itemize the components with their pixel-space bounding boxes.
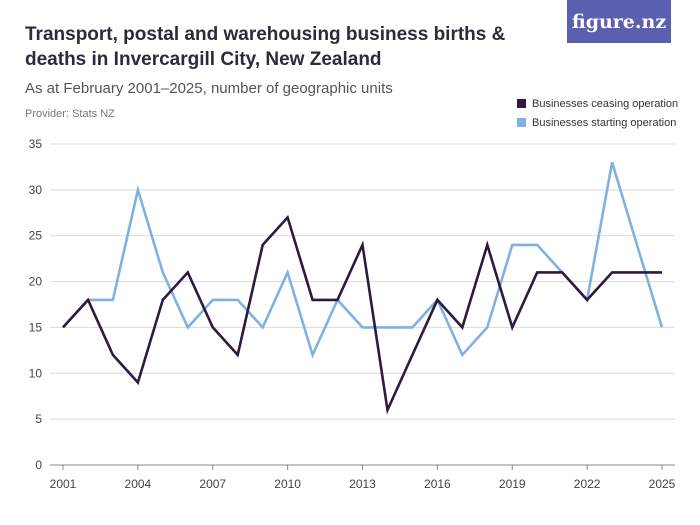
data-point-starting xyxy=(637,244,638,245)
y-tick-label: 0 xyxy=(35,458,42,472)
chart-title: Transport, postal and warehousing busine… xyxy=(25,24,506,70)
x-tick-label: 2010 xyxy=(274,477,301,491)
series-line-ceasing xyxy=(62,214,662,415)
data-point-ceasing xyxy=(462,327,463,328)
x-tick-label: 2022 xyxy=(574,477,601,491)
data-point-ceasing xyxy=(412,354,413,355)
data-point-starting xyxy=(487,327,488,328)
data-point-starting xyxy=(237,299,238,300)
y-tick-label: 25 xyxy=(29,229,43,243)
data-point-ceasing xyxy=(662,272,663,273)
data-point-ceasing xyxy=(262,244,263,245)
y-tick-label: 15 xyxy=(29,320,43,334)
data-point-starting xyxy=(387,327,388,328)
data-point-ceasing xyxy=(137,382,138,383)
figure-nz-logo[interactable]: figure.nz xyxy=(567,0,671,43)
data-point-ceasing xyxy=(437,299,438,300)
chart-legend: Businesses ceasing operation Businesses … xyxy=(517,94,678,132)
provider-label: Provider: Stats NZ xyxy=(25,108,115,120)
legend-swatch-ceasing xyxy=(517,99,526,108)
legend-item-starting: Businesses starting operation xyxy=(517,113,678,132)
data-point-ceasing xyxy=(162,299,163,300)
data-point-ceasing xyxy=(637,272,638,273)
data-point-ceasing xyxy=(537,272,538,273)
x-tick-label: 2016 xyxy=(424,477,451,491)
x-tick-label: 2004 xyxy=(125,477,152,491)
data-point-starting xyxy=(462,354,463,355)
data-point-ceasing xyxy=(87,299,88,300)
y-tick-label: 35 xyxy=(29,137,43,151)
legend-label-ceasing: Businesses ceasing operation xyxy=(532,97,679,110)
data-point-starting xyxy=(137,189,138,190)
data-point-ceasing xyxy=(587,299,588,300)
x-tick-label: 2025 xyxy=(649,477,676,491)
data-point-starting xyxy=(212,299,213,300)
y-tick-label: 5 xyxy=(35,412,42,426)
data-point-ceasing xyxy=(312,299,313,300)
y-tick-label: 10 xyxy=(29,366,43,380)
data-point-ceasing xyxy=(112,354,113,355)
y-tick-label: 30 xyxy=(29,183,43,197)
data-point-ceasing xyxy=(337,299,338,300)
x-tick-label: 2019 xyxy=(499,477,526,491)
legend-label-starting: Businesses starting operation xyxy=(532,116,677,129)
data-point-ceasing xyxy=(187,272,188,273)
data-point-starting xyxy=(262,327,263,328)
data-point-starting xyxy=(312,354,313,355)
data-point-ceasing xyxy=(612,272,613,273)
data-point-starting xyxy=(162,272,163,273)
data-point-ceasing xyxy=(237,354,238,355)
data-point-ceasing xyxy=(287,217,288,218)
data-point-starting xyxy=(112,299,113,300)
x-tick-label: 2007 xyxy=(199,477,226,491)
data-point-starting xyxy=(412,327,413,328)
data-point-ceasing xyxy=(212,327,213,328)
data-point-starting xyxy=(537,244,538,245)
data-point-ceasing xyxy=(487,244,488,245)
data-point-ceasing xyxy=(362,244,363,245)
legend-item-ceasing: Businesses ceasing operation xyxy=(517,94,678,113)
data-point-starting xyxy=(512,244,513,245)
data-point-ceasing xyxy=(562,272,563,273)
data-point-ceasing xyxy=(63,327,64,328)
legend-swatch-starting xyxy=(517,118,526,127)
data-point-starting xyxy=(287,272,288,273)
data-point-ceasing xyxy=(512,327,513,328)
data-point-ceasing xyxy=(387,409,388,410)
y-tick-label: 20 xyxy=(29,275,43,289)
x-tick-label: 2001 xyxy=(50,477,77,491)
chart-subtitle: As at February 2001–2025, number of geog… xyxy=(25,80,393,97)
x-tick-label: 2013 xyxy=(349,477,376,491)
data-point-starting xyxy=(612,162,613,163)
series-line-starting xyxy=(62,161,664,359)
data-point-starting xyxy=(662,327,663,328)
data-point-starting xyxy=(362,327,363,328)
data-point-starting xyxy=(187,327,188,328)
